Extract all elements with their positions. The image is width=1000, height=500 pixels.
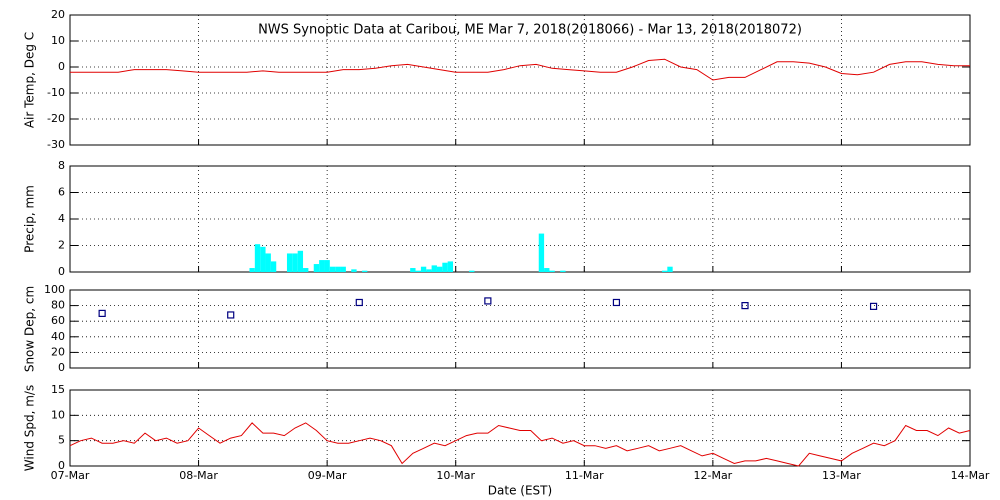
y-tick-label: 60 xyxy=(51,314,65,327)
y-tick-label: 5 xyxy=(58,434,65,447)
bar xyxy=(329,266,336,272)
bar xyxy=(260,246,266,272)
y-tick-label: 15 xyxy=(51,383,65,396)
y-tick-label: 10 xyxy=(51,408,65,421)
bar xyxy=(426,269,432,272)
x-tick-label: 08-Mar xyxy=(179,469,218,482)
x-tick-label: 07-Mar xyxy=(51,469,90,482)
bar xyxy=(431,265,437,272)
bar xyxy=(420,266,427,272)
y-tick-label: 80 xyxy=(51,299,65,312)
bar xyxy=(319,260,325,272)
y-tick-label: 4 xyxy=(58,212,65,225)
point xyxy=(355,298,363,307)
bar xyxy=(313,264,320,272)
bar xyxy=(303,268,309,272)
x-tick-label: 14-Mar xyxy=(951,469,990,482)
bar xyxy=(286,253,293,272)
x-tick-label: 10-Mar xyxy=(436,469,475,482)
bar xyxy=(469,270,475,272)
y-tick-label: 6 xyxy=(58,186,65,199)
y-tick-label: -10 xyxy=(47,86,65,99)
bar xyxy=(335,266,341,272)
plot-frame xyxy=(69,14,971,146)
point xyxy=(869,302,878,310)
bar xyxy=(415,270,421,272)
bar xyxy=(249,268,255,272)
y-tick-label: -30 xyxy=(47,138,65,151)
y-tick-label: 0 xyxy=(58,459,65,472)
y-tick-label: 20 xyxy=(51,345,65,358)
y-tick-label: 0 xyxy=(58,265,65,278)
x-tick-label: 13-Mar xyxy=(822,469,861,482)
bar xyxy=(661,270,668,272)
y-tick-label: 0 xyxy=(58,361,65,374)
bar xyxy=(447,261,454,272)
bar xyxy=(361,270,368,272)
bar xyxy=(544,268,550,272)
y-axis-label: Wind Spd, m/s xyxy=(23,385,37,471)
y-axis-label: Air Temp, Deg C xyxy=(23,32,37,128)
x-tick-label: 09-Mar xyxy=(308,469,347,482)
y-tick-label: 20 xyxy=(51,8,65,21)
y-tick-label: 2 xyxy=(58,239,65,252)
x-tick-label: 11-Mar xyxy=(565,469,604,482)
point xyxy=(741,302,749,310)
bar xyxy=(667,266,673,272)
bar xyxy=(560,270,566,272)
data-line xyxy=(70,58,970,81)
bar xyxy=(436,266,443,272)
y-tick-label: -20 xyxy=(47,112,65,125)
point xyxy=(484,297,492,305)
bar xyxy=(265,253,271,272)
bar xyxy=(324,260,330,272)
bar xyxy=(549,270,555,272)
chart-title: NWS Synoptic Data at Caribou, ME Mar 7, … xyxy=(258,23,802,38)
point xyxy=(227,311,235,319)
point xyxy=(612,298,621,307)
y-tick-label: 8 xyxy=(58,159,65,172)
bar xyxy=(292,253,298,272)
y-tick-label: 0 xyxy=(58,60,65,73)
bar xyxy=(270,261,277,272)
bar xyxy=(410,268,416,272)
bar xyxy=(351,269,357,272)
y-axis-label: Snow Dep, cm xyxy=(23,286,37,372)
bar xyxy=(340,266,346,272)
plot-frame xyxy=(69,289,971,369)
x-tick-label: 12-Mar xyxy=(693,469,732,482)
bar xyxy=(297,250,304,272)
x-axis-label: Date (EST) xyxy=(488,484,552,498)
y-tick-label: 10 xyxy=(51,34,65,47)
data-line xyxy=(69,422,971,467)
y-tick-label: 100 xyxy=(44,283,65,296)
bar xyxy=(254,244,261,272)
point xyxy=(98,309,106,317)
plot-frame xyxy=(69,389,971,467)
bar xyxy=(442,262,448,272)
y-tick-label: 40 xyxy=(51,330,65,343)
y-axis-label: Precip, mm xyxy=(23,185,37,253)
bar xyxy=(538,233,545,272)
